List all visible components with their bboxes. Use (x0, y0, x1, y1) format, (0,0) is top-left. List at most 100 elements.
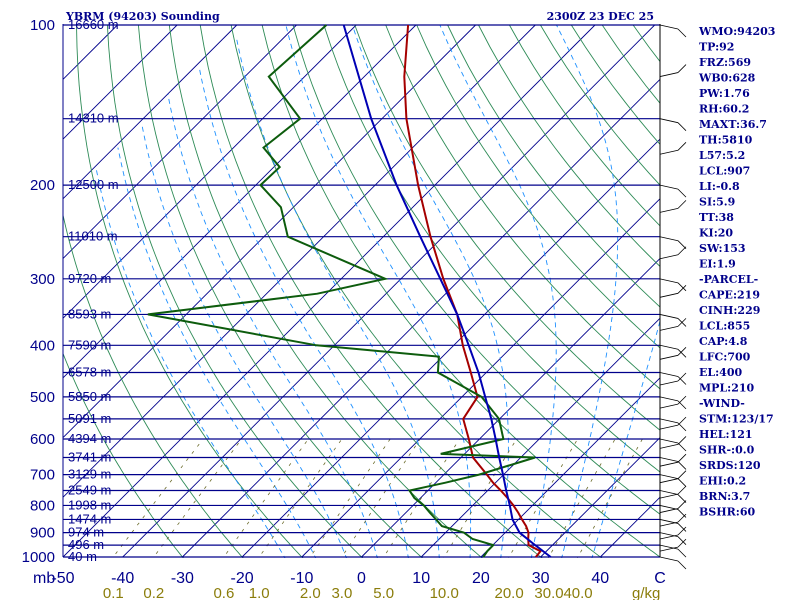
stability-index: PW:1.76 (699, 87, 750, 100)
moist-adiabat-line (439, 24, 557, 558)
mixing-ratio-line (152, 438, 243, 558)
wind-barb-column (659, 24, 687, 570)
height-label: 974 m (68, 525, 104, 540)
stability-index: CINH:229 (699, 304, 760, 317)
stability-index: TP:92 (699, 41, 734, 54)
temperature-tick-label: -50 (51, 570, 74, 587)
stability-index: LCL:907 (699, 165, 750, 178)
mixing-ratio-unit: g/kg (632, 585, 660, 600)
isobar-lines (62, 24, 661, 558)
mixing-ratio-label: 5.0 (373, 585, 394, 600)
isotherm-line (63, 24, 238, 200)
height-label: 12500 m (68, 177, 119, 192)
moist-adiabat-line (141, 126, 347, 558)
stability-index: BSHR:60 (699, 506, 755, 519)
wind-barb (659, 149, 679, 155)
wind-barb (659, 72, 679, 77)
mixing-ratio-label: 30.0 (534, 585, 563, 600)
wind-barb-flag (677, 376, 687, 385)
moist-adiabat-line (556, 24, 619, 558)
height-label: 7590 m (68, 337, 111, 352)
wind-barb (659, 505, 679, 510)
wind-barb-flag (677, 442, 687, 452)
stability-index: BRN:3.7 (699, 490, 750, 503)
parcel-profile (342, 24, 552, 558)
pressure-tick-label: 200 (30, 177, 55, 194)
height-label: 14310 m (68, 111, 119, 126)
mixing-ratio-line (112, 438, 204, 558)
wind-barb (659, 418, 679, 424)
wind-barb-flag (677, 526, 687, 536)
stability-index: -WIND- (699, 397, 745, 410)
pressure-tick-label: 400 (30, 337, 55, 354)
stability-indices-panel: WMO:94203 TP:92 FRZ:569 WB0:628 PW:1.76 RH:60… (698, 25, 775, 519)
wind-barb (659, 292, 679, 298)
mixing-ratio-line (258, 438, 343, 558)
pressure-axis-unit: mb (33, 570, 55, 587)
wind-barb (659, 424, 679, 430)
temperature-tick-label: -10 (290, 570, 313, 587)
pressure-tick-label: 700 (30, 467, 55, 484)
wind-barb-flag (677, 282, 687, 292)
wind-barb-flag (677, 478, 687, 487)
wind-barb (659, 546, 679, 552)
mixing-ratio-label: 0.1 (103, 585, 124, 600)
height-label: 3741 m (68, 449, 111, 464)
temperature-tick-label: -30 (171, 570, 194, 587)
dry-adiabat-line (63, 352, 184, 558)
dry-adiabat-line (106, 24, 364, 558)
mixing-ratio-label: 1.0 (249, 585, 270, 600)
wind-barb (659, 493, 679, 499)
stability-index: TT:38 (699, 211, 734, 224)
stability-index: EHI:0.2 (699, 475, 746, 488)
temperature-tick-label: 20 (472, 570, 490, 587)
pressure-tick-label: 300 (30, 271, 55, 288)
wind-barb (659, 438, 679, 444)
dry-adiabat-line (292, 24, 660, 515)
mixing-ratio-label: 20.0 (494, 585, 523, 600)
temperature-profile (403, 24, 543, 558)
wind-barb (659, 254, 679, 260)
wind-barb-flag (677, 436, 687, 445)
wind-barb (659, 457, 679, 462)
pressure-tick-label: 100 (30, 17, 55, 34)
wind-barb-flag (677, 349, 687, 358)
height-label: 5850 m (68, 389, 111, 404)
moist-adiabat-line (167, 94, 378, 558)
dry-adiabat-line (354, 24, 660, 431)
moist-adiabat-line (285, 24, 472, 558)
stability-index: RH:60.2 (699, 103, 749, 116)
wind-barb (659, 519, 679, 524)
isotherm-line (63, 24, 178, 140)
wind-barb-flag (677, 536, 687, 545)
wind-barb-flag (677, 461, 687, 470)
mixing-ratio-line (382, 438, 461, 558)
stability-index: MAXT:36.7 (699, 118, 767, 131)
wind-barb-flag (677, 453, 687, 463)
dry-adiabat-line (385, 24, 660, 390)
stability-index: LFC:700 (699, 351, 751, 364)
wind-barb-flag (677, 372, 687, 382)
wind-barb (659, 396, 679, 402)
wind-barb (659, 508, 679, 513)
dry-adiabat-line (261, 24, 660, 558)
wind-barb-flag (677, 500, 687, 509)
isotherm-line (301, 198, 660, 558)
wind-barb (659, 544, 679, 550)
isotherm-line (63, 24, 417, 379)
stability-index: LI:-0.8 (699, 180, 740, 193)
isotherm-line (63, 24, 357, 319)
temperature-tick-label: 10 (412, 570, 430, 587)
wind-barb-flag (677, 64, 687, 73)
stability-index: SI:5.9 (699, 196, 735, 209)
stability-index: FRZ:569 (699, 56, 751, 69)
height-label: 16660 m (68, 17, 119, 32)
mixing-ratio-label: 10.0 (430, 585, 459, 600)
stability-index: KI:20 (699, 227, 733, 240)
wind-barb (659, 403, 679, 409)
isotherm-line (63, 24, 536, 498)
height-label: 9720 m (68, 271, 111, 286)
wind-barb-flag (677, 560, 687, 570)
wind-barb (659, 278, 679, 284)
dry-adiabat-line (323, 24, 660, 473)
